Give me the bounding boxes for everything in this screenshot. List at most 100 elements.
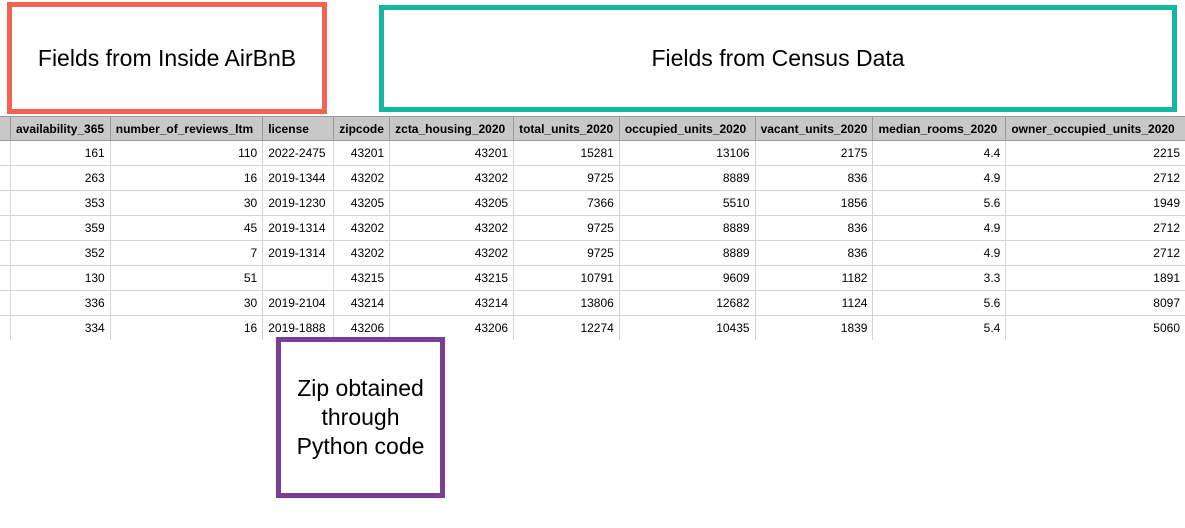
table-cell[interactable]: 8889 <box>618 240 756 266</box>
table-cell[interactable]: 8889 <box>618 165 756 191</box>
row-header-cell[interactable] <box>0 240 11 266</box>
table-cell[interactable]: 51 <box>109 265 264 291</box>
column-header[interactable]: zipcode <box>333 116 391 141</box>
table-cell[interactable]: 9609 <box>618 265 756 291</box>
table-cell[interactable]: 43215 <box>333 265 391 291</box>
column-header[interactable]: vacant_units_2020 <box>754 116 874 141</box>
table-cell[interactable]: 43202 <box>333 165 391 191</box>
table-cell[interactable]: 4.9 <box>872 165 1007 191</box>
column-header[interactable]: occupied_units_2020 <box>618 116 756 141</box>
table-cell[interactable]: 43201 <box>333 140 391 166</box>
table-cell[interactable]: 43206 <box>333 315 391 340</box>
table-cell[interactable]: 5.6 <box>872 190 1007 216</box>
table-cell[interactable]: 2019-2104 <box>262 290 335 316</box>
table-cell[interactable]: 43214 <box>333 290 391 316</box>
table-cell[interactable]: 2019-1314 <box>262 240 335 266</box>
table-cell[interactable]: 2019-1314 <box>262 215 335 241</box>
table-cell[interactable]: 2175 <box>754 140 874 166</box>
column-header[interactable]: number_of_reviews_ltm <box>109 116 264 141</box>
table-cell[interactable]: 359 <box>10 215 111 241</box>
column-header[interactable]: license <box>262 116 335 141</box>
table-cell[interactable]: 130 <box>10 265 111 291</box>
table-cell[interactable]: 43202 <box>333 215 391 241</box>
table-cell[interactable]: 45 <box>109 215 264 241</box>
table-cell[interactable]: 336 <box>10 290 111 316</box>
table-cell[interactable]: 10791 <box>513 265 620 291</box>
table-cell[interactable]: 43202 <box>389 165 515 191</box>
table-cell[interactable]: 3.3 <box>872 265 1007 291</box>
table-cell[interactable]: 30 <box>109 190 264 216</box>
table-cell[interactable]: 43202 <box>389 215 515 241</box>
table-cell[interactable]: 2019-1344 <box>262 165 335 191</box>
table-cell[interactable]: 5060 <box>1005 315 1185 340</box>
table-cell[interactable]: 2712 <box>1005 240 1185 266</box>
table-cell[interactable]: 5.6 <box>872 290 1007 316</box>
table-cell[interactable]: 836 <box>754 240 874 266</box>
table-cell[interactable]: 2022-2475 <box>262 140 335 166</box>
table-cell[interactable]: 9725 <box>513 240 620 266</box>
table-cell[interactable]: 5510 <box>618 190 756 216</box>
row-header-cell[interactable] <box>0 140 11 166</box>
column-header[interactable]: availability_365 <box>10 116 111 141</box>
table-cell[interactable]: 43201 <box>389 140 515 166</box>
table-cell[interactable]: 15281 <box>513 140 620 166</box>
column-header[interactable]: total_units_2020 <box>513 116 620 141</box>
table-cell[interactable]: 2712 <box>1005 215 1185 241</box>
table-cell[interactable]: 1891 <box>1005 265 1185 291</box>
table-cell[interactable]: 12682 <box>618 290 756 316</box>
table-row: 263 16 2019-1344 43202 43202 9725 8889 836 4.9 27… <box>0 165 1185 191</box>
table-cell[interactable]: 836 <box>754 215 874 241</box>
table-cell[interactable]: 43206 <box>389 315 515 340</box>
table-cell[interactable]: 352 <box>10 240 111 266</box>
row-header-corner[interactable] <box>0 116 11 141</box>
table-cell[interactable] <box>262 265 335 291</box>
column-header[interactable]: median_rooms_2020 <box>872 116 1007 141</box>
table-cell[interactable]: 9725 <box>513 165 620 191</box>
row-header-cell[interactable] <box>0 290 11 316</box>
table-cell[interactable]: 1949 <box>1005 190 1185 216</box>
table-cell[interactable]: 110 <box>109 140 264 166</box>
table-cell[interactable]: 2712 <box>1005 165 1185 191</box>
table-cell[interactable]: 10435 <box>618 315 756 340</box>
table-cell[interactable]: 16 <box>109 315 264 340</box>
table-cell[interactable]: 1182 <box>754 265 874 291</box>
row-header-cell[interactable] <box>0 165 11 191</box>
table-cell[interactable]: 2019-1230 <box>262 190 335 216</box>
table-cell[interactable]: 8889 <box>618 215 756 241</box>
table-cell[interactable]: 161 <box>10 140 111 166</box>
table-cell[interactable]: 9725 <box>513 215 620 241</box>
table-cell[interactable]: 43214 <box>389 290 515 316</box>
table-cell[interactable]: 4.4 <box>872 140 1007 166</box>
table-cell[interactable]: 12274 <box>513 315 620 340</box>
row-header-cell[interactable] <box>0 265 11 291</box>
table-cell[interactable]: 4.9 <box>872 215 1007 241</box>
row-header-cell[interactable] <box>0 215 11 241</box>
table-cell[interactable]: 4.9 <box>872 240 1007 266</box>
row-header-cell[interactable] <box>0 190 11 216</box>
row-header-cell[interactable] <box>0 315 11 340</box>
table-cell[interactable]: 836 <box>754 165 874 191</box>
table-cell[interactable]: 43215 <box>389 265 515 291</box>
table-cell[interactable]: 334 <box>10 315 111 340</box>
table-cell[interactable]: 5.4 <box>872 315 1007 340</box>
table-cell[interactable]: 1839 <box>754 315 874 340</box>
table-cell[interactable]: 7366 <box>513 190 620 216</box>
table-cell[interactable]: 1124 <box>754 290 874 316</box>
table-cell[interactable]: 1856 <box>754 190 874 216</box>
table-cell[interactable]: 13806 <box>513 290 620 316</box>
table-cell[interactable]: 30 <box>109 290 264 316</box>
table-cell[interactable]: 2019-1888 <box>262 315 335 340</box>
table-cell[interactable]: 16 <box>109 165 264 191</box>
table-cell[interactable]: 353 <box>10 190 111 216</box>
table-cell[interactable]: 2215 <box>1005 140 1185 166</box>
table-cell[interactable]: 263 <box>10 165 111 191</box>
table-cell[interactable]: 43205 <box>389 190 515 216</box>
table-cell[interactable]: 43202 <box>389 240 515 266</box>
table-cell[interactable]: 7 <box>109 240 264 266</box>
column-header[interactable]: owner_occupied_units_2020 <box>1005 116 1185 141</box>
table-cell[interactable]: 13106 <box>618 140 756 166</box>
table-cell[interactable]: 43202 <box>333 240 391 266</box>
table-cell[interactable]: 8097 <box>1005 290 1185 316</box>
table-cell[interactable]: 43205 <box>333 190 391 216</box>
column-header[interactable]: zcta_housing_2020 <box>389 116 515 141</box>
